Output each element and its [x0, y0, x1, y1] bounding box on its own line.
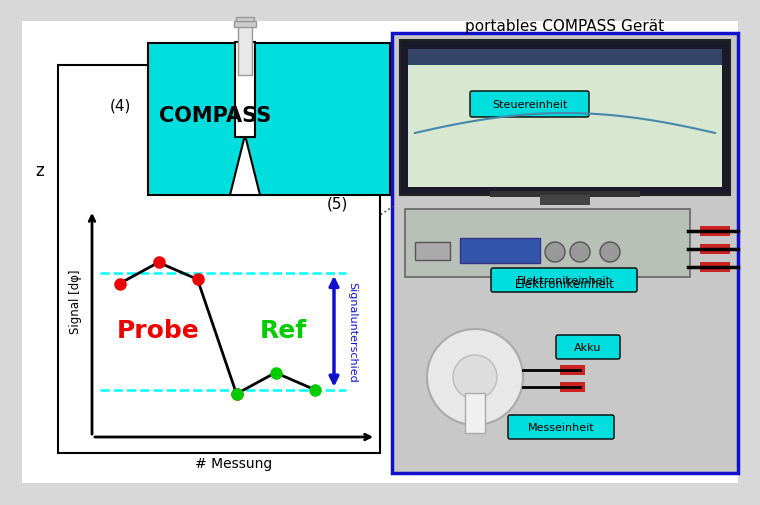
Text: (5): (5) [328, 196, 349, 211]
Text: Probe: Probe [117, 319, 200, 342]
Text: Elektronikeinheit: Elektronikeinheit [515, 277, 615, 290]
Bar [560, 365, 585, 375]
Text: portables COMPASS Gerät: portables COMPASS Gerät [465, 19, 664, 33]
Polygon shape [230, 136, 260, 195]
Bar [700, 263, 730, 273]
Circle shape [453, 356, 497, 399]
Text: Ref: Ref [260, 319, 307, 342]
Text: (4): (4) [109, 98, 131, 113]
FancyBboxPatch shape [508, 415, 614, 439]
FancyBboxPatch shape [491, 269, 637, 292]
Circle shape [600, 242, 620, 263]
Bar [234, 22, 256, 28]
Text: # Messung: # Messung [195, 456, 273, 470]
Bar [236, 18, 254, 22]
Bar [408, 50, 722, 66]
Text: Signal [dφ]: Signal [dφ] [69, 269, 83, 334]
Circle shape [570, 242, 590, 263]
Text: z: z [36, 162, 44, 180]
Bar [408, 50, 722, 188]
FancyBboxPatch shape [470, 92, 589, 118]
Bar [392, 34, 738, 473]
Bar [405, 210, 690, 277]
Bar [540, 195, 590, 206]
Text: Akku: Akku [575, 342, 602, 352]
Bar [400, 41, 730, 195]
Text: Messeinheit: Messeinheit [527, 422, 594, 432]
Bar [58, 66, 380, 453]
Circle shape [427, 329, 523, 425]
Bar [700, 244, 730, 255]
Text: Elektronikeinheit: Elektronikeinheit [517, 275, 611, 285]
Bar [460, 238, 540, 264]
Bar [560, 382, 585, 392]
Text: Steuereinheit: Steuereinheit [492, 100, 568, 110]
Text: COMPASS: COMPASS [159, 106, 271, 126]
Bar [148, 44, 390, 195]
Bar [415, 242, 450, 261]
Bar [490, 191, 640, 197]
Text: Signalunterschied: Signalunterschied [347, 281, 357, 382]
Bar [465, 393, 485, 433]
Circle shape [545, 242, 565, 263]
FancyBboxPatch shape [556, 335, 620, 359]
Bar [700, 227, 730, 236]
Bar [238, 26, 252, 76]
Bar [235, 43, 255, 138]
